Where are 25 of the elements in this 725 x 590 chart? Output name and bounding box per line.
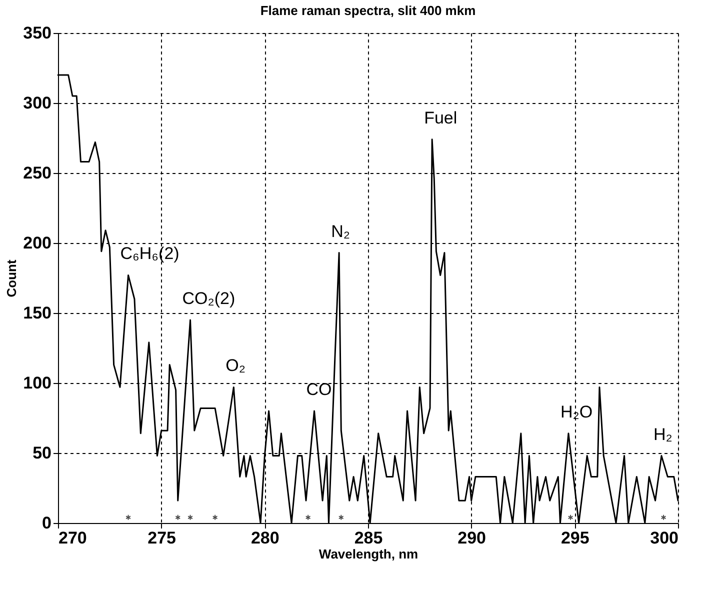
y-tick-label: 150: [23, 304, 52, 322]
x-tick-label: 275: [148, 528, 176, 548]
y-axis-title: Count: [4, 259, 20, 298]
y-tick-label: 350: [23, 24, 52, 42]
annotation: C₆H₆(2): [120, 244, 180, 264]
y-tick-label: 50: [32, 444, 52, 462]
y-tick-label: 300: [23, 94, 52, 112]
annotation: Fuel: [424, 108, 458, 128]
annotation: O₂: [226, 356, 246, 376]
annotation: N₂: [331, 222, 350, 241]
x-tick-label: 285: [354, 528, 383, 548]
y-tick-label: 250: [23, 164, 52, 182]
y-tick-label: 100: [23, 374, 52, 392]
x-axis-title: Wavelength, nm: [318, 546, 418, 562]
y-tick-label: 0: [42, 514, 52, 532]
x-tick-label: 280: [250, 528, 280, 548]
annotation: H₂O: [560, 402, 593, 422]
x-tick-label: 270: [58, 528, 87, 548]
x-tick-label: 290: [458, 528, 486, 548]
y-tick-label: 200: [23, 234, 52, 252]
annotation: H₂: [653, 424, 672, 444]
chart-title: Flame raman spectra, slit 400 mkm: [260, 3, 476, 18]
x-tick-label: 295: [560, 528, 590, 548]
x-tick-label: 300: [650, 528, 678, 548]
annotation: CO₂(2): [182, 289, 236, 308]
